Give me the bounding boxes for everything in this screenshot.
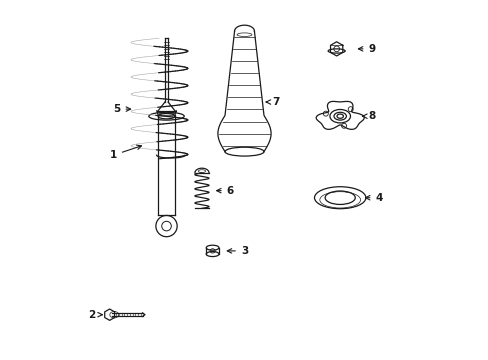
- Text: 4: 4: [365, 193, 382, 203]
- Text: 8: 8: [362, 111, 375, 121]
- Text: 5: 5: [113, 104, 130, 114]
- Text: 2: 2: [88, 310, 102, 320]
- Text: 1: 1: [109, 145, 141, 160]
- Text: 6: 6: [216, 186, 233, 195]
- Text: 7: 7: [265, 97, 280, 107]
- Text: 9: 9: [358, 44, 375, 54]
- Text: 3: 3: [227, 246, 247, 256]
